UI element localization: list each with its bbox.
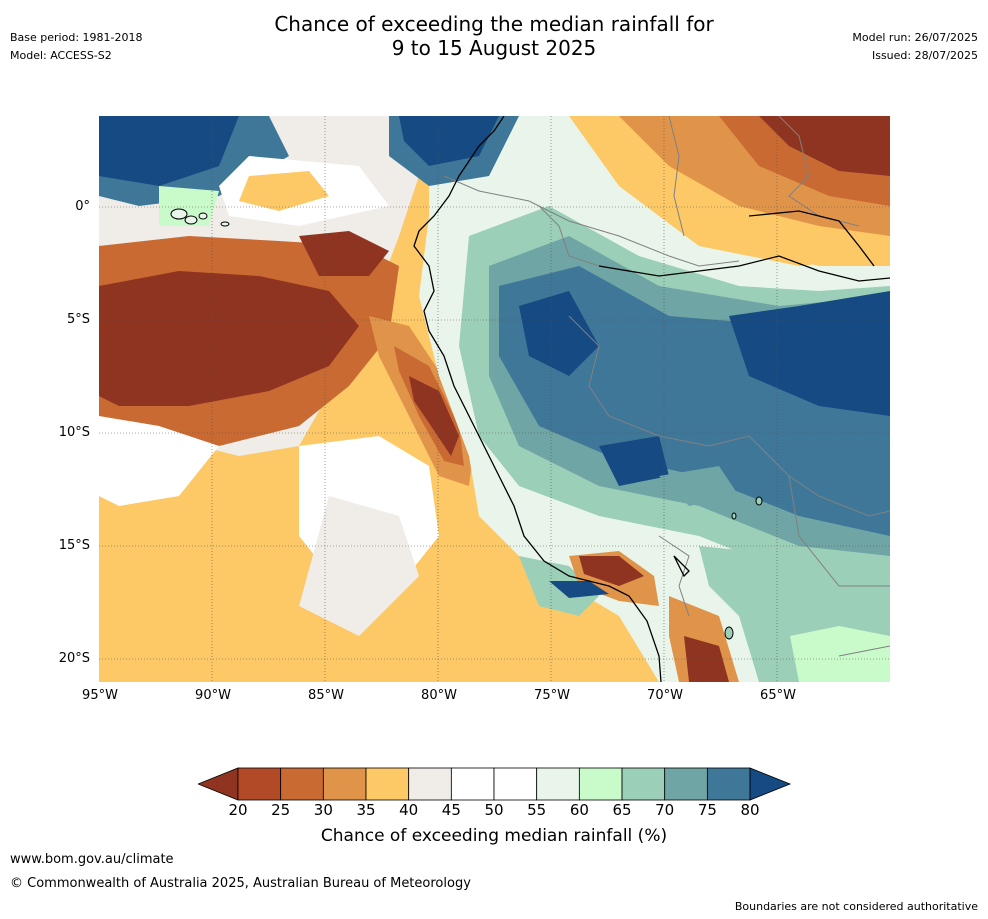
- colorbar-tick-label: 55: [527, 801, 547, 819]
- colorbar-tick-label: 20: [228, 801, 248, 819]
- colorbar-segment: [408, 767, 452, 801]
- colorbar-segment: [280, 767, 324, 801]
- colorbar-tick-label: 50: [484, 801, 504, 819]
- footer-copyright: © Commonwealth of Australia 2025, Austra…: [10, 876, 471, 891]
- country-borders: [443, 116, 890, 657]
- lat-label-20s: 20°S: [58, 651, 90, 666]
- colorbar-segment: [706, 767, 751, 801]
- colorbar-segment: [578, 767, 623, 801]
- colorbar-segment: [237, 767, 282, 801]
- north-dry-field: [159, 116, 890, 266]
- colorbar-tick-label: 40: [399, 801, 419, 819]
- lon-label-90w: 90°W: [195, 688, 231, 703]
- lon-label-95w: 95°W: [82, 688, 118, 703]
- colorbar-tick-label: 30: [313, 801, 333, 819]
- title-line-1: Chance of exceeding the median rainfall …: [274, 12, 714, 36]
- coastline: [413, 116, 890, 682]
- colorbar-segment: [365, 767, 410, 801]
- colorbar-tick-label: 35: [356, 801, 376, 819]
- map-svg: [99, 116, 890, 682]
- lat-label-0: 0°: [75, 199, 90, 214]
- colorbar-segment: [621, 767, 666, 801]
- colorbar-segment: [493, 767, 538, 801]
- colorbar-tick-label: 65: [612, 801, 632, 819]
- colorbar-arrow-low: [196, 767, 239, 801]
- colorbar-tick-label: 45: [441, 801, 461, 819]
- colorbar-arrow-high: [749, 767, 792, 801]
- lakes: [724, 496, 763, 640]
- colorbar-segment: [664, 767, 708, 801]
- colorbar-segment: [536, 767, 580, 801]
- colorbar-segment: [450, 767, 495, 801]
- lon-label-65w: 65°W: [760, 688, 796, 703]
- model-name: Model: ACCESS-S2: [10, 49, 112, 62]
- coastal-dry-band: [369, 316, 474, 486]
- graticule: [99, 116, 890, 682]
- south-patches: [549, 551, 739, 682]
- lat-label-10s: 10°S: [58, 425, 90, 440]
- galapagos-islands: [170, 208, 230, 227]
- lon-label-80w: 80°W: [421, 688, 457, 703]
- meta-right: Model run: 26/07/2025 Issued: 28/07/2025: [852, 31, 978, 63]
- rainfall-map: [99, 116, 890, 682]
- issued-date: Issued: 28/07/2025: [871, 49, 978, 62]
- model-run: Model run: 26/07/2025: [852, 31, 978, 44]
- colorbar-tick-label: 70: [655, 801, 675, 819]
- meta-left: Base period: 1981-2018 Model: ACCESS-S2: [10, 31, 142, 63]
- lat-label-15s: 15°S: [58, 538, 90, 553]
- lat-label-5s: 5°S: [66, 312, 90, 327]
- map-title: Chance of exceeding the median rainfall …: [0, 12, 988, 60]
- lon-label-85w: 85°W: [308, 688, 344, 703]
- continent-wet-field: [419, 116, 890, 682]
- colorbar-tick-label: 80: [740, 801, 760, 819]
- title-line-2: 9 to 15 August 2025: [391, 36, 597, 60]
- colorbar-tick-label: 60: [569, 801, 589, 819]
- colorbar-title: Chance of exceeding median rainfall (%): [320, 826, 668, 846]
- base-period: Base period: 1981-2018: [10, 31, 143, 44]
- colorbar: [196, 767, 792, 801]
- colorbar-segment: [322, 767, 367, 801]
- colorbar-tick-label: 75: [697, 801, 717, 819]
- lon-label-70w: 70°W: [647, 688, 683, 703]
- lon-label-75w: 75°W: [534, 688, 570, 703]
- footer-url: www.bom.gov.au/climate: [10, 852, 174, 867]
- footer-note: Boundaries are not considered authoritat…: [734, 900, 978, 913]
- colorbar-svg: [196, 767, 792, 801]
- colorbar-tick-label: 25: [271, 801, 291, 819]
